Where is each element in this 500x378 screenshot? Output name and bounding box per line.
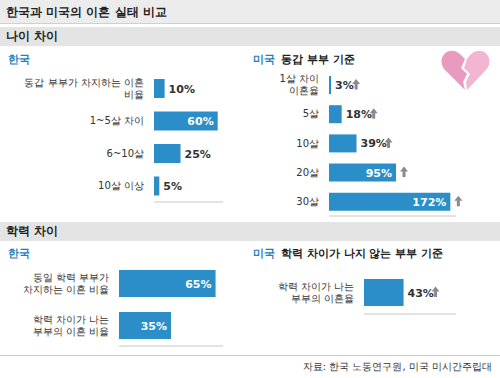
svg-text:18%: 18% [346, 108, 372, 121]
svg-text:동갑 부부가 차지하는 이혼비율: 동갑 부부가 차지하는 이혼비율 [24, 77, 144, 100]
svg-text:20살: 20살 [296, 167, 319, 178]
svg-text:6~10살: 6~10살 [107, 148, 144, 159]
html-text:미국: 미국 [253, 247, 275, 260]
svg-text:30살: 30살 [296, 196, 319, 207]
svg-text:10%: 10% [169, 83, 195, 96]
html-text:미국: 미국 [253, 53, 275, 66]
svg-text:3%: 3% [335, 79, 354, 92]
svg-text:1살 차이이혼율: 1살 차이이혼율 [279, 73, 319, 96]
html-text:나이 차이: 나이 차이 [6, 29, 59, 43]
html-text:한국: 한국 [8, 247, 30, 260]
html-text:동갑 부부 기준: 동갑 부부 기준 [281, 53, 355, 66]
svg-text:35%: 35% [141, 320, 167, 333]
html-text:한국과 미국의 이혼 실태 비교: 한국과 미국의 이혼 실태 비교 [6, 5, 167, 19]
svg-text:39%: 39% [361, 137, 387, 150]
svg-text:65%: 65% [185, 278, 211, 291]
svg-text:172%: 172% [412, 196, 446, 209]
svg-text:동일 학력 부부가차지하는 이혼 비율: 동일 학력 부부가차지하는 이혼 비율 [23, 272, 109, 295]
svg-text:학력 차이가 나는부부의 이혼율: 학력 차이가 나는부부의 이혼율 [278, 281, 354, 304]
svg-text:95%: 95% [366, 167, 392, 180]
svg-text:10살: 10살 [296, 138, 319, 149]
svg-text:학력 차이가 나는부부의 이혼 비율: 학력 차이가 나는부부의 이혼 비율 [33, 314, 109, 337]
html-text:자료: 한국 노동연구원, 미국 미시간주립대: 자료: 한국 노동연구원, 미국 미시간주립대 [302, 361, 492, 372]
svg-text:60%: 60% [187, 115, 213, 128]
svg-text:1~5살 차이: 1~5살 차이 [90, 115, 144, 126]
svg-text:10살 이상: 10살 이상 [98, 180, 144, 191]
html-text:학력 차이가 나지 않는 부부 기준: 학력 차이가 나지 않는 부부 기준 [281, 247, 444, 260]
html-text:한국: 한국 [8, 53, 30, 66]
svg-text:25%: 25% [185, 148, 211, 161]
svg-text:5살: 5살 [303, 108, 319, 119]
svg-text:43%: 43% [408, 287, 434, 300]
html-text:학력 차이: 학력 차이 [6, 224, 59, 238]
svg-text:5%: 5% [163, 180, 182, 193]
